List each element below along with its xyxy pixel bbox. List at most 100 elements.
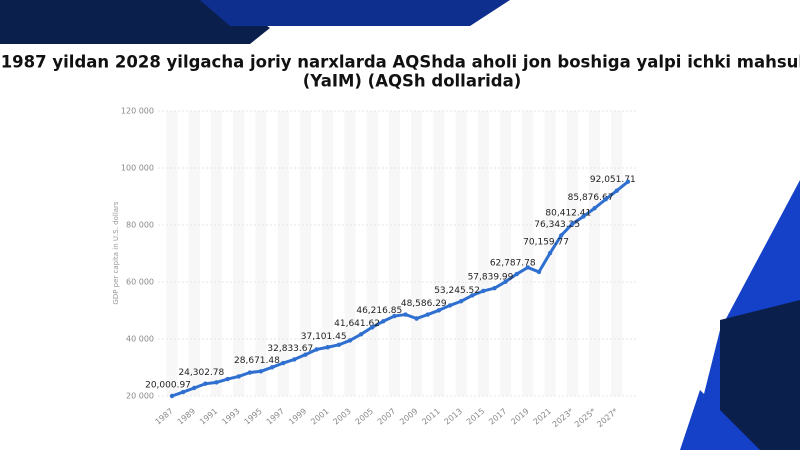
point xyxy=(325,345,330,350)
data-label: 57,839.99 xyxy=(468,273,514,283)
data-label: 76,343.25 xyxy=(534,220,580,230)
point xyxy=(559,233,564,238)
x-tick-label: 2027* xyxy=(595,407,619,430)
point xyxy=(392,313,397,319)
point xyxy=(214,380,219,385)
band xyxy=(299,111,311,396)
x-tick-label: 2003 xyxy=(331,407,352,427)
point xyxy=(458,299,464,304)
y-axis-label: GDP per capita in U.S. dollars xyxy=(112,201,120,305)
data-label: 41,641.62 xyxy=(334,319,380,329)
band xyxy=(589,111,601,396)
band xyxy=(522,111,534,396)
decor xyxy=(680,390,760,450)
data-label: 28,671.48 xyxy=(234,356,280,366)
point xyxy=(581,214,586,219)
point xyxy=(258,369,264,374)
x-tick-label: 1987 xyxy=(154,407,175,427)
point xyxy=(236,374,241,379)
point xyxy=(525,265,531,270)
data-label: 70,159.77 xyxy=(523,238,569,248)
x-tick-label: 2025* xyxy=(573,407,597,430)
point xyxy=(314,347,319,352)
point xyxy=(470,293,475,298)
point xyxy=(414,316,419,321)
data-label: 46,216.85 xyxy=(356,306,402,316)
point xyxy=(592,206,597,211)
x-tick-label: 1999 xyxy=(287,407,308,427)
x-tick-label: 1995 xyxy=(242,407,263,427)
subtitle: (YaIM) (AQSh dollarida) xyxy=(303,72,522,91)
band xyxy=(277,111,289,396)
x-tick-label: 2005 xyxy=(354,407,375,427)
y-tick-label: 100 000 xyxy=(121,164,154,173)
point xyxy=(203,381,208,386)
band xyxy=(566,111,578,396)
point xyxy=(570,221,575,227)
data-label: 85,876.67 xyxy=(568,193,614,203)
title: 1987 yildan 2028 yilgacha joriy narxlard… xyxy=(1,53,800,72)
x-tick-label: 2007 xyxy=(376,407,397,427)
y-tick-label: 20 000 xyxy=(126,392,154,401)
point xyxy=(547,250,553,256)
x-tick-label: 2013 xyxy=(443,407,464,427)
band xyxy=(210,111,223,396)
data-label: 48,586.29 xyxy=(401,299,447,309)
point xyxy=(347,338,353,343)
x-tick-label: 2019 xyxy=(509,407,530,427)
x-tick-label: 2015 xyxy=(465,407,486,427)
y-tick-label: 40 000 xyxy=(126,335,154,344)
point xyxy=(192,385,197,391)
point xyxy=(425,312,430,317)
point xyxy=(169,393,175,399)
point xyxy=(536,269,542,275)
band xyxy=(611,111,623,396)
point xyxy=(481,288,486,294)
point xyxy=(180,389,186,395)
band xyxy=(411,111,423,396)
band xyxy=(500,111,512,396)
point xyxy=(225,376,230,382)
x-tick-label: 1993 xyxy=(220,407,241,427)
point xyxy=(403,312,408,317)
band xyxy=(344,111,356,396)
y-tick-label: 120 000 xyxy=(121,107,154,116)
band xyxy=(322,111,334,396)
y-tick-label: 80 000 xyxy=(126,221,154,230)
point xyxy=(625,179,631,184)
data-label: 62,787.78 xyxy=(490,259,536,269)
decor xyxy=(720,300,800,450)
x-tick-label: 1991 xyxy=(198,407,219,427)
band xyxy=(433,111,445,396)
point xyxy=(503,279,508,284)
band xyxy=(166,111,178,396)
x-tick-label: 2021 xyxy=(532,407,553,427)
point xyxy=(358,332,364,337)
x-tick-label: 1997 xyxy=(265,407,286,427)
band xyxy=(188,111,200,396)
data-label: 53,245.52 xyxy=(434,286,480,296)
data-label: 80,412.41 xyxy=(545,208,591,218)
point xyxy=(247,370,253,375)
band xyxy=(477,111,489,396)
band xyxy=(233,111,245,396)
band xyxy=(366,111,378,396)
y-tick-label: 60 000 xyxy=(126,278,154,287)
decor xyxy=(200,0,510,26)
point xyxy=(614,188,619,193)
band xyxy=(255,111,267,396)
x-tick-label: 2017 xyxy=(487,407,508,427)
x-tick-label: 1989 xyxy=(176,407,197,427)
data-label: 32,833.67 xyxy=(267,344,313,354)
x-tick-label: 2023* xyxy=(551,407,575,430)
point xyxy=(603,197,608,202)
x-tick-label: 2009 xyxy=(398,407,419,427)
data-label: 37,101.45 xyxy=(301,332,347,342)
point xyxy=(447,303,453,308)
point xyxy=(514,271,519,277)
x-tick-label: 2001 xyxy=(309,407,330,427)
point xyxy=(303,352,308,357)
data-label: 92,051.71 xyxy=(590,175,636,185)
